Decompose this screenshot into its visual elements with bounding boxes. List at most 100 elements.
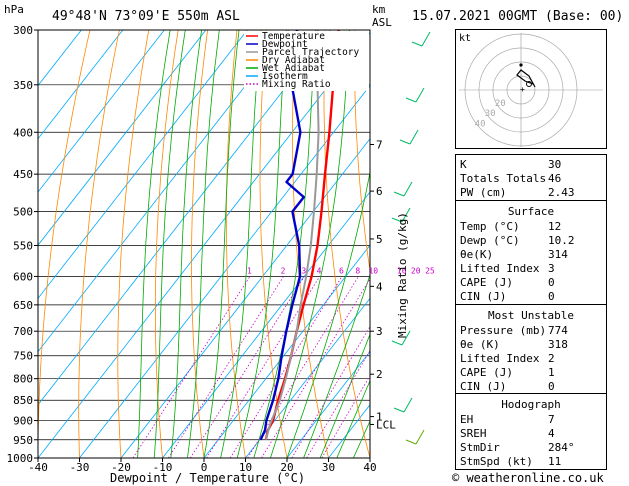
wind-barb-flag xyxy=(405,439,417,445)
x-tick-label: -30 xyxy=(70,461,90,474)
isotherm-line xyxy=(38,31,370,458)
y-tick-label: 650 xyxy=(13,299,33,312)
mixing-ratio-line xyxy=(190,276,305,458)
wet-adiabat-line xyxy=(336,379,370,458)
y-tick-label: 550 xyxy=(13,239,33,252)
wet-adiabat-line xyxy=(187,30,220,458)
wind-barb-flag xyxy=(393,407,405,413)
y-tick-label: 450 xyxy=(13,168,33,181)
wind-barb xyxy=(403,181,413,197)
isotherm-line xyxy=(245,297,370,458)
asl-unit-label: ASL xyxy=(372,16,392,29)
y-tick-label: 400 xyxy=(13,126,33,139)
svg-text:+: + xyxy=(520,85,525,94)
km-tick-label: 5 xyxy=(376,233,383,246)
isotherm-line xyxy=(38,30,248,300)
km-tick-label: 2 xyxy=(376,368,383,381)
y-tick-label: 350 xyxy=(13,79,33,92)
dry-adiabat-line xyxy=(117,30,150,458)
dry-adiabat-line xyxy=(619,30,629,458)
x-axis-title: Dewpoint / Temperature (°C) xyxy=(110,471,306,485)
isotherm-line xyxy=(38,30,165,193)
y-tick-label: 1000 xyxy=(7,452,34,465)
hodograph-storm-marker xyxy=(526,81,532,87)
y-tick-label: 750 xyxy=(13,350,33,363)
y-tick-label: 500 xyxy=(13,206,33,219)
mixing-ratio-label: 10 xyxy=(368,266,378,275)
hodograph-ring-label: 40 xyxy=(475,119,486,129)
hodograph-ring-label: 30 xyxy=(485,109,496,119)
y-tick-label: 600 xyxy=(13,270,33,283)
x-tick-label: 30 xyxy=(322,461,335,474)
km-tick-label: 3 xyxy=(376,325,383,338)
mixing-ratio-label: 4 xyxy=(317,266,322,275)
x-tick-label: 10 xyxy=(239,461,252,474)
mixing-ratio-line xyxy=(261,278,370,458)
dry-adiabat-line xyxy=(292,30,329,458)
x-tick-label: 40 xyxy=(363,461,376,474)
mixing-ratio-label: 1 xyxy=(247,266,252,275)
km-tick-label: 7 xyxy=(376,138,383,151)
dry-adiabat-line xyxy=(191,30,208,458)
hodograph-table-title: Hodograph xyxy=(501,398,561,411)
surface-row: Temp (°C) 12 xyxy=(460,220,562,233)
wet-adiabat-line xyxy=(220,30,262,458)
isotherm-line xyxy=(38,30,207,246)
surface-title: Surface xyxy=(507,205,555,218)
mixing-ratio-line xyxy=(321,374,370,458)
wind-barb xyxy=(415,429,425,445)
mixing-ratio-label: 20 xyxy=(411,266,421,275)
mixing-ratio-label: 25 xyxy=(425,266,435,275)
datetime-title: 15.07.2021 00GMT (Base: 00) xyxy=(412,9,624,24)
dry-adiabat-line xyxy=(38,30,91,458)
x-tick-label: -40 xyxy=(28,461,48,474)
hodo-row: EH 7 xyxy=(460,413,555,426)
index-row-pw: PW (cm) 2.43 xyxy=(460,186,575,199)
hodograph-table-panel: Hodograph EH 7 SREH 4 StmDir 284° StmSpd (k… xyxy=(455,393,607,470)
mixing-ratio-line xyxy=(168,276,284,458)
surface-row: Dewp (°C) 10.2 xyxy=(460,234,575,247)
indices-panel: K 30 Totals Totals 46 PW (cm) 2.43 xyxy=(455,154,607,202)
most-unstable-title: Most Unstable xyxy=(487,309,575,322)
x-tick-label: -20 xyxy=(111,461,131,474)
isotherm-line xyxy=(162,191,370,458)
y-tick-label: 700 xyxy=(13,325,33,338)
legend-box xyxy=(244,31,369,91)
mixing-ratio-line xyxy=(306,349,370,458)
hodograph-trace xyxy=(516,69,536,88)
surface-row: CIN (J) 0 xyxy=(460,290,555,303)
wind-barb xyxy=(403,397,413,413)
surface-panel: Surface Temp (°C) 12 Dewp (°C) 10.2 θe(K) 3… xyxy=(455,200,607,306)
wind-barb-flag xyxy=(399,139,411,145)
isotherm-line xyxy=(286,350,370,458)
km-tick-label: 4 xyxy=(376,280,383,293)
mixing-ratio-line xyxy=(206,276,320,458)
legend-entry: Mixing Ratio xyxy=(262,79,331,90)
isotherm-line xyxy=(79,84,370,458)
dry-adiabat-line xyxy=(154,30,179,458)
y-tick-label: 850 xyxy=(13,394,33,407)
wet-adiabat-line xyxy=(153,30,186,458)
legend-entry: Parcel Trajectory xyxy=(262,47,360,58)
mixing-ratio-line xyxy=(229,276,343,458)
wet-adiabat-line xyxy=(319,333,370,458)
km-tick-label: 6 xyxy=(376,185,383,198)
series-dewpoint xyxy=(259,30,305,441)
wind-barb-flag xyxy=(405,97,417,103)
dry-adiabat-line xyxy=(323,30,370,458)
index-row-totals: Totals Totals 46 xyxy=(460,172,562,185)
dry-adiabat-line xyxy=(225,30,246,458)
mu-row: Lifted Index 2 xyxy=(460,352,555,365)
dry-adiabat-line xyxy=(78,30,120,458)
x-tick-label: -10 xyxy=(153,461,173,474)
km-unit-label: km xyxy=(372,3,386,16)
wet-adiabat-line xyxy=(253,30,317,458)
dry-adiabat-line xyxy=(259,30,288,458)
isotherm-line xyxy=(38,30,290,353)
mixing-ratio-label: 8 xyxy=(355,266,360,275)
km-tick-label: LCL xyxy=(376,418,396,431)
dry-adiabat-line xyxy=(384,30,453,458)
legend-entry: Dewpoint xyxy=(262,39,308,50)
wind-barb xyxy=(401,330,411,346)
